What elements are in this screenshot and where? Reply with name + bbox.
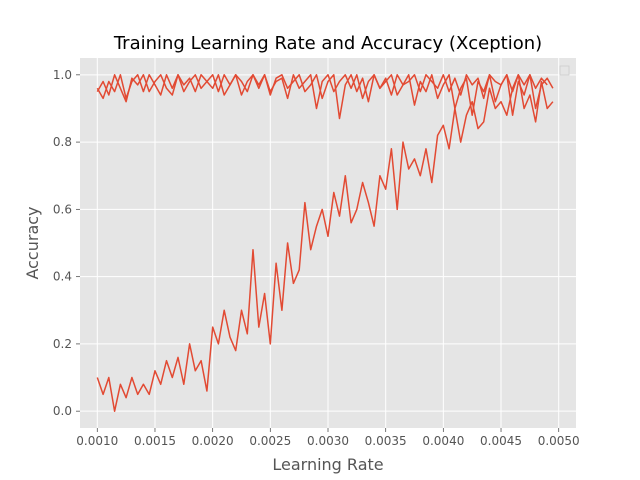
chart-title: Training Learning Rate and Accuracy (Xce… [113,33,542,54]
x-tick-label: 0.0010 [76,434,118,448]
series-line-1 [96,74,548,110]
legend-box [559,65,570,76]
x-tick-label: 0.0025 [249,434,291,448]
series-line-2 [96,74,554,120]
x-axis-label: Learning Rate [272,455,383,474]
y-tick-label: 0.8 [53,135,72,149]
x-tick-label: 0.0030 [307,434,349,448]
x-tick-label: 0.0040 [422,434,464,448]
x-tick-label: 0.0045 [480,434,522,448]
x-tick-label: 0.0050 [538,434,580,448]
y-tick-label: 1.0 [53,68,72,82]
y-tick-label: 0.2 [53,337,72,351]
y-axis-label: Accuracy [23,206,42,279]
y-tick-label: 0.0 [53,404,72,418]
x-tick-label: 0.0035 [365,434,407,448]
x-axis-ticks: 0.0010 0.0015 0.0020 0.0025 0.0030 0.0035 0.00… [76,428,580,448]
series-group [96,74,554,412]
grid [80,58,576,428]
y-axis-ticks: 0.0 0.2 0.4 0.6 0.8 1.0 [53,68,80,418]
series-line-3 [96,74,554,412]
x-tick-label: 0.0015 [134,434,176,448]
x-tick-label: 0.0020 [192,434,234,448]
y-tick-label: 0.4 [53,270,72,284]
y-tick-label: 0.6 [53,202,72,216]
